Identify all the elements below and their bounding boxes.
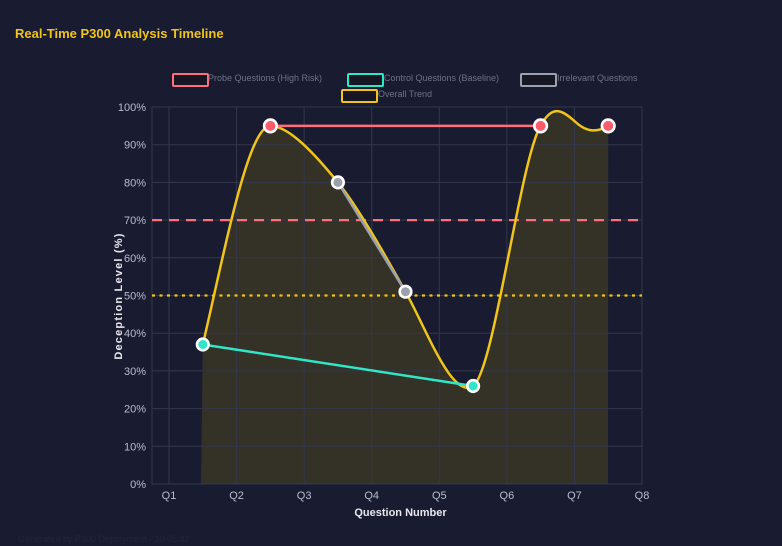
svg-text:70%: 70% — [124, 215, 146, 227]
svg-text:Q3: Q3 — [297, 490, 312, 502]
svg-text:Q1: Q1 — [162, 490, 177, 502]
svg-text:50%: 50% — [124, 291, 146, 303]
svg-text:Q6: Q6 — [500, 490, 515, 502]
svg-text:60%: 60% — [124, 253, 146, 265]
svg-text:0%: 0% — [130, 479, 146, 491]
svg-text:80%: 80% — [124, 177, 146, 189]
svg-text:100%: 100% — [118, 102, 146, 114]
svg-text:10%: 10% — [124, 441, 146, 453]
svg-text:20%: 20% — [124, 404, 146, 416]
svg-text:30%: 30% — [124, 366, 146, 378]
svg-text:90%: 90% — [124, 140, 146, 152]
svg-text:Q2: Q2 — [229, 490, 244, 502]
svg-text:Q7: Q7 — [567, 490, 582, 502]
svg-text:Q8: Q8 — [635, 490, 650, 502]
svg-text:Q4: Q4 — [364, 490, 379, 502]
svg-text:Q5: Q5 — [432, 490, 447, 502]
svg-text:40%: 40% — [124, 328, 146, 340]
